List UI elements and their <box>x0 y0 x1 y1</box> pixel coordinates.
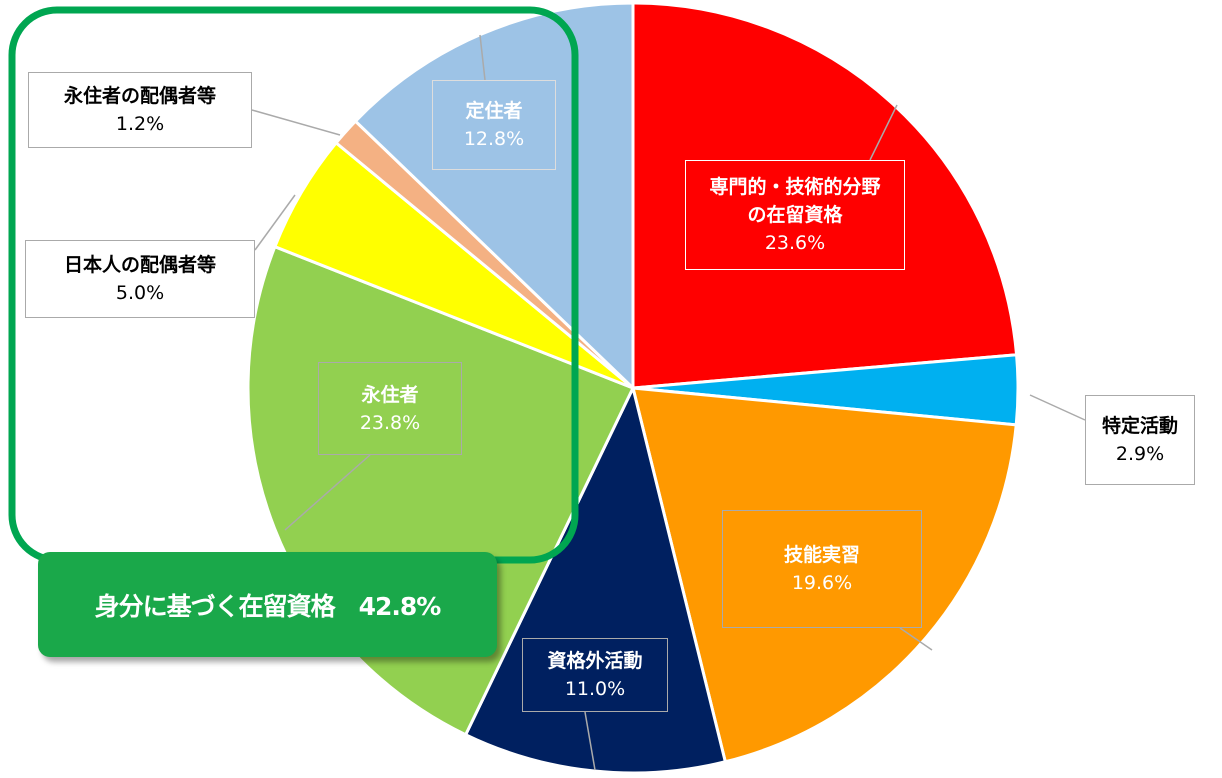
category-name: 資格外活動 <box>547 650 643 672</box>
value-label: 12.8% <box>463 128 525 150</box>
category-name: 永住者の配偶者等 <box>63 85 216 107</box>
category-name: 特定活動 <box>1101 415 1178 437</box>
leader-line <box>251 109 341 136</box>
slice-label: 特定活動 2.9% <box>1085 395 1195 485</box>
leader-line <box>479 34 486 81</box>
slice-label: 資格外活動 11.0% <box>522 638 668 712</box>
pie-slice <box>353 1 635 392</box>
category-name: 永住者 <box>361 383 419 406</box>
leader-line <box>1029 394 1086 421</box>
category-name: 技能実習 <box>783 544 860 566</box>
value-label: 11.0% <box>564 678 626 700</box>
slice-label: 専門的・技術的分野の在留資格 23.6% <box>685 160 905 270</box>
slice-label: 定住者 12.8% <box>432 80 556 170</box>
value-label: 2.9% <box>1115 443 1165 465</box>
category-name: 専門的・技術的分野の在留資格 <box>709 176 881 226</box>
value-label: 1.2% <box>115 113 165 135</box>
category-name: 定住者 <box>465 100 523 122</box>
value-label: 5.0% <box>115 282 165 304</box>
leader-line <box>284 454 371 531</box>
value-label: 19.6% <box>791 572 853 594</box>
category-name: 日本人の配偶者等 <box>63 254 216 276</box>
leader-line <box>869 104 898 161</box>
group-annotation: 身分に基づく在留資格 42.8% <box>38 552 497 657</box>
value-label: 23.8% <box>359 411 421 434</box>
slice-label: 永住者の配偶者等 1.2% <box>28 72 252 148</box>
slice-label: 永住者 23.8% <box>318 362 462 455</box>
value-label: 23.6% <box>764 232 826 254</box>
leader-line <box>254 194 296 251</box>
leader-line <box>899 627 933 651</box>
leader-line <box>584 711 596 771</box>
slice-label: 日本人の配偶者等 5.0% <box>25 240 255 318</box>
slice-label: 技能実習 19.6% <box>722 510 922 628</box>
